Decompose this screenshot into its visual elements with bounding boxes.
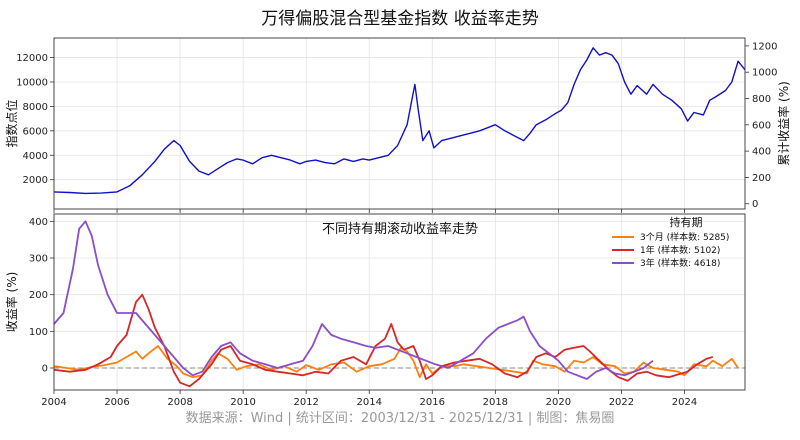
chart-title: 万得偏股混合型基金指数 收益率走势 bbox=[261, 9, 538, 29]
y2-axis-label: 累计收益率 (%) bbox=[776, 81, 791, 166]
x-tick-label: 2004 bbox=[41, 397, 66, 408]
legend-entry-0: 3个月 (样本数: 5285) bbox=[640, 231, 729, 243]
panel-title: 不同持有期滚动收益率走势 bbox=[322, 221, 478, 237]
x-tick-label: 2020 bbox=[546, 397, 571, 408]
x-tick-label: 2014 bbox=[357, 397, 382, 408]
legend-entry-1: 1年 (样本数: 5102) bbox=[640, 244, 720, 256]
y-tick-label: 2000 bbox=[23, 175, 48, 186]
y2-tick-label: 600 bbox=[752, 120, 771, 131]
y2-tick-label: 1000 bbox=[752, 68, 777, 79]
series-line-index bbox=[53, 47, 746, 195]
y-tick-label: 10000 bbox=[16, 77, 48, 88]
x-tick-label: 2010 bbox=[230, 397, 255, 408]
x-tick-label: 2012 bbox=[293, 397, 318, 408]
index-panel: 2000 4000 6000 8000 10000 12000 指数点位 0 200 400 600… bbox=[4, 37, 791, 213]
y-axis-label: 收益率 (%) bbox=[4, 272, 19, 333]
y-tick-label: 8000 bbox=[23, 102, 48, 113]
series-line-0 bbox=[53, 345, 739, 379]
y-tick-label: 4000 bbox=[23, 151, 48, 162]
data-source-note: 数据来源：Wind | 统计区间：2003/12/31 - 2025/12/31… bbox=[186, 411, 615, 426]
y2-tick-label: 1200 bbox=[752, 41, 777, 52]
y-tick-label: 300 bbox=[29, 254, 48, 265]
y2-tick-label: 400 bbox=[752, 147, 771, 158]
x-tick-label: 2022 bbox=[609, 397, 634, 408]
plot-frame bbox=[53, 37, 746, 210]
x-tick-label: 2008 bbox=[167, 397, 192, 408]
rolling-return-panel: 0 100 200 300 400 2004 2006 2008 2010 2012 2014 201… bbox=[4, 213, 746, 408]
x-tick-label: 2016 bbox=[420, 397, 445, 408]
y-axis-label: 指数点位 bbox=[4, 99, 19, 147]
plot-frame bbox=[53, 213, 746, 391]
y-tick-label: 400 bbox=[29, 217, 48, 228]
y2-tick-label: 200 bbox=[752, 173, 771, 184]
x-tick-label: 2006 bbox=[104, 397, 129, 408]
y-tick-label: 200 bbox=[29, 290, 48, 301]
y-tick-label: 6000 bbox=[23, 126, 48, 137]
legend-entry-2: 3年 (样本数: 4618) bbox=[640, 257, 720, 269]
x-tick-label: 2024 bbox=[672, 397, 697, 408]
series-line-2 bbox=[53, 220, 654, 380]
y-tick-label: 12000 bbox=[16, 53, 48, 64]
x-tick-label: 2018 bbox=[483, 397, 508, 408]
y2-tick-label: 800 bbox=[752, 94, 771, 105]
y2-tick-label: 0 bbox=[752, 199, 758, 210]
legend-title: 持有期 bbox=[670, 215, 703, 229]
y-tick-label: 0 bbox=[42, 364, 48, 375]
y-tick-label: 100 bbox=[29, 327, 48, 338]
